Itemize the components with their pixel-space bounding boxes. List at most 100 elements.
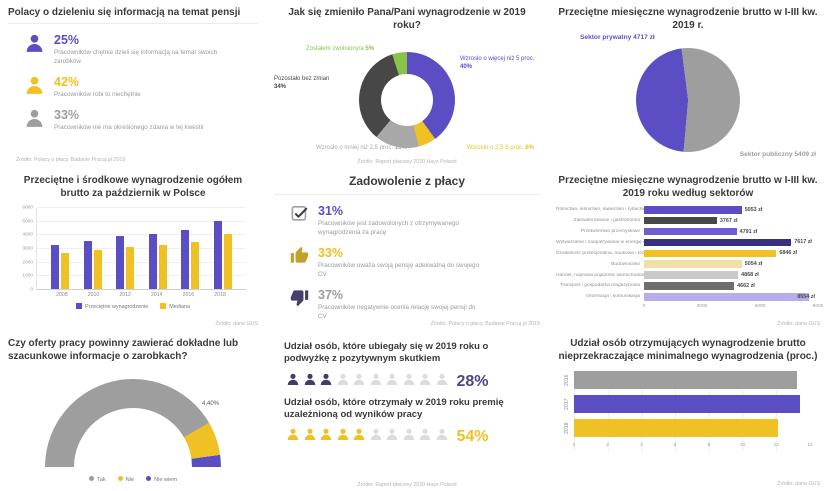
bar — [644, 260, 742, 268]
bar — [148, 233, 157, 289]
person-icon — [286, 371, 300, 393]
thumb-up-icon — [290, 246, 309, 263]
gridline — [37, 261, 246, 263]
bar — [126, 246, 135, 289]
thumb-down-icon — [290, 290, 309, 307]
segment-label: Wzrosło o więcej niż 5 proc. — [460, 56, 535, 62]
minimal-wage-bar-chart: 2016 2017 2018 0 2 4 6 8 10 12 14 — [560, 371, 813, 451]
person-icon — [418, 426, 432, 448]
bar — [158, 244, 167, 289]
x-tick-label: 2008 — [56, 292, 68, 298]
row-percent: 54% — [456, 428, 489, 446]
stat-text: Pracowników robi to niechętnie — [54, 91, 141, 99]
bar — [574, 371, 797, 389]
person-icon — [436, 373, 447, 385]
legend-label: Nie — [125, 477, 135, 483]
legend-item: Mediana — [160, 303, 190, 310]
bar — [644, 206, 742, 214]
bar-track — [574, 371, 810, 389]
panel-title: Polacy o dzieleniu się informacją na tem… — [8, 6, 258, 24]
panel-salary-info-sharing: Polacy o dzieleniu się informacją na tem… — [0, 0, 266, 168]
stat-item: 31% Pracowników jest zadowolonych z otrz… — [290, 204, 540, 237]
panel-minimal-wage-share: Udział osób otrzymujących wynagrodzenie … — [548, 331, 828, 491]
person-icon — [403, 429, 414, 441]
bar-value-label: 4868 zł — [741, 272, 759, 279]
bar-value-label: 7617 zł — [794, 239, 812, 246]
person-icon — [337, 429, 348, 441]
y-tick-label: 4000 — [22, 232, 33, 238]
bar — [644, 282, 735, 290]
person-icon — [385, 371, 399, 393]
stat-percent: 33% — [54, 108, 80, 123]
person-icon — [336, 426, 350, 448]
x-tick-label: 2018 — [214, 292, 226, 298]
person-icon — [337, 373, 348, 385]
person-icon — [370, 373, 381, 385]
legend-item: Nie wiem — [146, 476, 177, 483]
segment-value: 34% — [274, 83, 287, 90]
stat-percent: 25% — [54, 33, 80, 47]
legend-label: Tak — [96, 477, 106, 483]
legend-label: Nie wiem — [154, 477, 178, 483]
bar-track: 8554 zł — [644, 293, 818, 301]
bar-row: Handel, naprawa pojazdów samochodowych 48… — [556, 271, 818, 279]
person-icon — [419, 429, 431, 441]
stat-item: 42% Pracowników robi to niechętnie — [24, 75, 258, 99]
bar — [61, 253, 70, 289]
panel-title: Przeciętne miesięczne wynagrodzenie brut… — [558, 175, 818, 199]
segment-label: Pozostało bez zmian — [274, 76, 330, 82]
bar-value-label: 8554 zł — [797, 293, 815, 300]
bar-track: 4662 zł — [644, 282, 818, 290]
person-icon — [26, 77, 43, 95]
person-icon — [26, 34, 43, 52]
pie-chart: Sektor prywatny 4717 zł Sektor publiczny… — [556, 30, 820, 168]
person-icon — [386, 373, 398, 385]
x-tick-label: 2014 — [151, 292, 163, 298]
stat-percent: 33% — [318, 245, 344, 260]
bar-row: 2018 — [560, 419, 810, 437]
bar-row: Działalność profesjonalna, naukowa i tec… — [556, 249, 818, 258]
bar — [644, 293, 810, 301]
person-icon — [303, 426, 317, 448]
person-icon-wrap — [24, 75, 45, 96]
bar-row: 2017 — [560, 395, 810, 413]
checkbox-icon — [291, 205, 308, 221]
bar — [574, 419, 778, 437]
donut-chart: Zostałem zwolniony/a 5% Wzrosło o więcej… — [272, 20, 542, 168]
person-icon — [319, 426, 333, 448]
y-tick-label: 3000 — [22, 246, 33, 252]
person-icon — [370, 429, 381, 441]
bar-group — [116, 208, 135, 289]
x-tick-label: 2010 — [87, 292, 100, 298]
person-icon — [386, 429, 398, 441]
bar-row: Wytwarzanie i zaopatrywanie w energię el… — [556, 238, 818, 247]
panel-raise-and-bonus: Udział osób, które ubiegały się w 2019 r… — [266, 331, 548, 491]
bar-row: Informacja i komunikacja 8554 zł — [556, 293, 818, 301]
bar — [223, 233, 232, 289]
bar-track: 5053 zł — [644, 206, 818, 214]
bar-category-label: 2018 — [564, 422, 570, 434]
bar — [644, 249, 777, 258]
bar-row: Przetwórstwo przemysłowe 4791 zł — [556, 227, 818, 236]
x-tick-label: 2016 — [182, 292, 195, 298]
segment-callout: Pozostało bez zmian 34% — [274, 76, 340, 92]
bar-category-label: Handel, naprawa pojazdów samochodowych — [556, 272, 644, 278]
panel-title: Zadowolenie z płacy — [274, 174, 540, 195]
person-icon — [287, 429, 299, 441]
bar-value-label: 4791 zł — [739, 228, 758, 235]
gauge-chart: 4,40% — [33, 379, 233, 467]
chart-legend: Przeciętne wynagrodzenie Mediana — [8, 303, 258, 310]
person-icon — [352, 371, 366, 393]
segment-callout: Sektor prywatny 4717 zł — [580, 34, 655, 41]
panel-title: Przeciętne miesięczne wynagrodzenie brut… — [558, 7, 818, 31]
bar — [574, 395, 800, 413]
bar — [644, 271, 739, 279]
bar-row: Budownictwo 5054 zł — [556, 260, 818, 268]
panel-wage-by-sector: Przeciętne miesięczne wynagrodzenie brut… — [548, 168, 828, 331]
stat-body: 33% Pracowników uważa swoją pensję adekw… — [318, 246, 483, 279]
y-tick-label: 2000 — [22, 260, 33, 266]
x-axis-labels: 2008 2010 2012 2014 2016 2018 — [36, 292, 246, 298]
panel-title: Udział osób, które otrzymały w 2019 roku… — [284, 396, 504, 421]
segment-value: 40% — [460, 63, 473, 70]
